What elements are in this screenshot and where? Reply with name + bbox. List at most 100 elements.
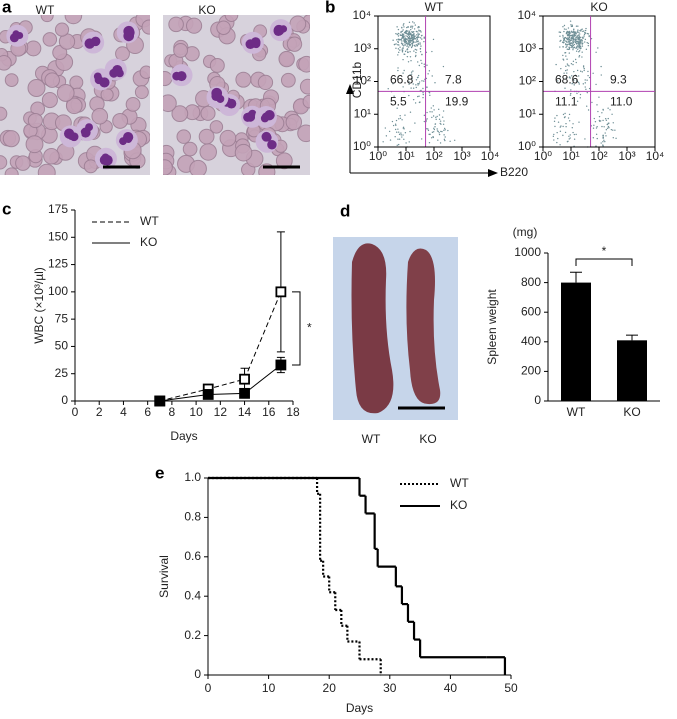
event-dot xyxy=(406,49,408,51)
event-dot xyxy=(586,79,588,81)
event-dot xyxy=(411,78,413,80)
red-cell xyxy=(171,105,189,123)
event-dot xyxy=(415,51,417,54)
event-dot xyxy=(566,44,568,46)
event-dot xyxy=(557,121,560,123)
event-dot xyxy=(566,58,568,60)
event-dot xyxy=(410,46,413,49)
event-dot xyxy=(415,40,418,42)
event-dot xyxy=(418,95,420,97)
event-dot xyxy=(569,40,571,42)
event-dot xyxy=(587,109,590,111)
marker xyxy=(202,389,214,400)
event-dot xyxy=(423,80,425,82)
event-dot xyxy=(436,115,438,118)
event-dot xyxy=(570,92,572,95)
red-cell xyxy=(112,112,129,129)
event-dot xyxy=(592,127,595,129)
annotation: * xyxy=(307,321,312,335)
event-dot xyxy=(604,132,606,134)
event-dot xyxy=(575,33,578,35)
event-dot xyxy=(403,34,405,36)
event-dot xyxy=(603,139,605,142)
event-dot xyxy=(584,32,587,34)
red-cell xyxy=(278,50,295,68)
event-dot xyxy=(607,107,609,109)
event-dot xyxy=(417,95,419,98)
event-dot xyxy=(562,54,564,57)
event-dot xyxy=(572,40,574,42)
event-dot xyxy=(565,122,567,125)
event-dot xyxy=(579,43,581,45)
event-dot xyxy=(579,36,581,38)
event-dot xyxy=(423,63,425,65)
event-dot xyxy=(565,65,567,68)
x-tick-label: 10³ xyxy=(618,149,635,163)
y-tick-label: 10¹ xyxy=(354,106,371,120)
event-dot xyxy=(398,38,400,41)
event-dot xyxy=(573,70,575,73)
red-cell xyxy=(139,65,150,79)
event-dot xyxy=(408,30,410,32)
event-dot xyxy=(447,129,449,132)
event-dot xyxy=(595,83,597,86)
event-dot xyxy=(397,143,400,146)
event-dot xyxy=(409,50,411,53)
y-tick-label: 10⁰ xyxy=(353,139,371,153)
event-dot xyxy=(411,39,414,41)
event-dot xyxy=(403,69,405,72)
event-dot xyxy=(568,34,570,36)
event-dot xyxy=(411,43,413,45)
y-tick-label: 100 xyxy=(48,284,68,298)
event-dot xyxy=(564,131,567,134)
axis-label: Spleen weight xyxy=(485,289,499,365)
event-dot xyxy=(401,30,404,32)
event-dot xyxy=(584,29,587,32)
red-cell xyxy=(224,15,239,22)
event-dot xyxy=(395,47,397,49)
event-dot xyxy=(423,40,425,43)
axis-label: Survival xyxy=(157,555,171,598)
event-dot xyxy=(556,114,558,117)
event-dot xyxy=(443,129,445,132)
event-dot xyxy=(400,30,402,33)
event-dot xyxy=(403,26,405,28)
event-dot xyxy=(581,56,583,58)
event-dot xyxy=(411,25,414,28)
nucleus xyxy=(261,131,272,142)
event-dot xyxy=(404,30,407,33)
event-dot xyxy=(581,28,583,30)
x-tick-label: WT xyxy=(567,405,586,419)
red-cell xyxy=(65,97,83,115)
x-tick-label: 10¹ xyxy=(397,149,414,163)
nucleus xyxy=(67,132,76,140)
event-dot xyxy=(566,34,569,37)
event-dot xyxy=(578,41,581,43)
event-dot xyxy=(573,33,576,36)
red-cell xyxy=(286,36,303,52)
event-dot xyxy=(399,49,401,51)
event-dot xyxy=(409,111,412,113)
event-dot xyxy=(401,40,403,42)
x-tick-label: 10 xyxy=(262,681,276,695)
event-dot xyxy=(564,52,567,54)
event-dot xyxy=(609,109,611,111)
event-dot xyxy=(426,64,428,66)
event-dot xyxy=(395,131,398,133)
event-dot xyxy=(407,26,409,28)
event-dot xyxy=(414,102,417,104)
event-dot xyxy=(586,105,588,107)
event-dot xyxy=(569,77,572,79)
red-cell xyxy=(285,113,303,131)
axis-label: CD11b xyxy=(350,61,364,98)
event-dot xyxy=(411,36,414,38)
event-dot xyxy=(418,83,420,85)
panel-letter: b xyxy=(325,0,335,16)
event-dot xyxy=(587,42,590,45)
x-tick-label: 10⁰ xyxy=(534,149,552,163)
y-tick-label: 10³ xyxy=(354,41,371,55)
event-dot xyxy=(437,130,439,133)
event-dot xyxy=(402,35,404,37)
y-tick-label: 0 xyxy=(61,393,68,407)
red-cell xyxy=(27,79,46,98)
